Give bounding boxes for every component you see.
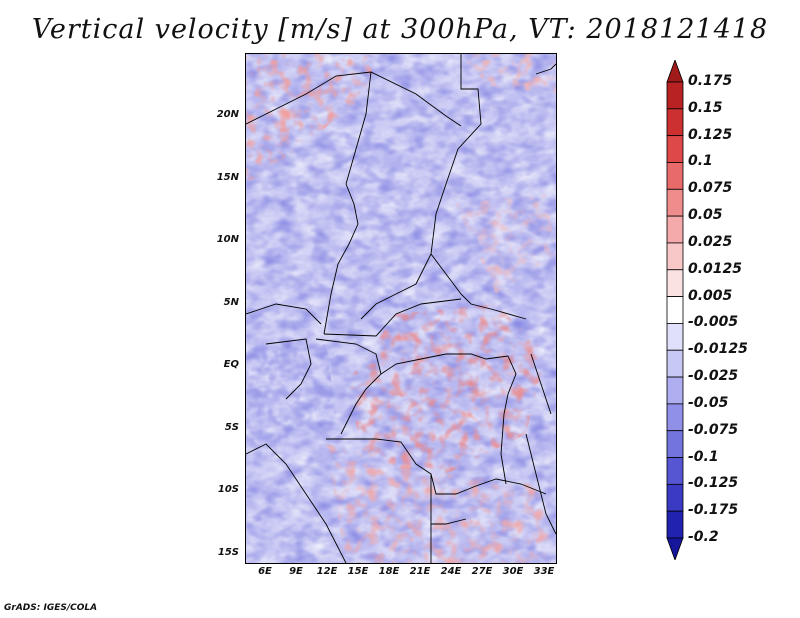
lon-label-30e: 30E [502,566,524,577]
colorbar-label: 0.15 [688,99,723,116]
lat-label-5n: 5N [223,297,239,308]
colorbar-label: 0.05 [688,207,723,224]
lat-label-10s: 10S [217,484,239,495]
colorbar-label: 0.075 [688,180,733,197]
lon-label-9e: 9E [289,566,303,577]
colorbar-segment [666,215,684,244]
colorbar-segment [666,296,684,324]
colorbar-label: -0.175 [688,502,739,519]
colorbar-segment [666,269,684,297]
colorbar-segment [666,430,684,458]
colorbar-segment [666,457,684,485]
lat-label-5s: 5S [224,422,239,433]
lon-label-24e: 24E [440,566,462,577]
colorbar-segment [666,323,684,351]
colorbar-segment [666,188,684,217]
lon-label-6e: 6E [258,566,272,577]
colorbar-label: -0.1 [688,448,719,465]
colorbar-label: 0.0125 [688,260,743,277]
colorbar-label: 0.1 [688,153,713,170]
lat-label-15n: 15N [216,172,239,183]
colorbar-segment [666,242,684,271]
colorbar-label: -0.0125 [688,341,748,358]
velocity-field [246,54,556,563]
colorbar-label: -0.05 [688,394,729,411]
colorbar-segment [666,60,684,83]
colorbar-segment [666,483,684,512]
colorbar-segment [666,81,684,110]
lat-label-eq: EQ [223,359,239,370]
colorbar-segment [666,349,684,378]
colorbar-label: 0.125 [688,126,733,143]
colorbar-segment [666,376,684,405]
colorbar-label: -0.125 [688,475,739,492]
lat-label-15s: 15S [217,547,239,558]
lat-label-20n: 20N [216,109,239,120]
colorbar-label: 0.025 [688,233,733,250]
colorbar-segment [666,135,684,163]
colorbar [666,60,684,560]
colorbar-segment [666,162,684,190]
lon-label-18e: 18E [378,566,400,577]
colorbar-label: 0.175 [688,73,733,89]
country-borders [246,54,556,563]
colorbar-label: -0.005 [688,314,739,331]
lon-label-33e: 33E [533,566,555,577]
colorbar-label: -0.025 [688,368,739,385]
lon-label-27e: 27E [471,566,493,577]
colorbar-segment [666,403,684,432]
colorbar-label: 0.005 [688,287,733,304]
map-panel [245,53,557,564]
lon-label-15e: 15E [347,566,369,577]
colorbar-label: -0.2 [688,529,719,545]
colorbar-segment [666,537,684,560]
lon-label-21e: 21E [409,566,431,577]
colorbar-label: -0.075 [688,421,739,438]
credit-label: GrADS: IGES/COLA [4,603,98,613]
chart-title: Vertical velocity [m/s] at 300hPa, VT: 2… [31,14,769,45]
colorbar-segment [666,510,684,539]
lon-label-12e: 12E [316,566,338,577]
colorbar-segment [666,108,684,137]
lat-label-10n: 10N [216,234,239,245]
